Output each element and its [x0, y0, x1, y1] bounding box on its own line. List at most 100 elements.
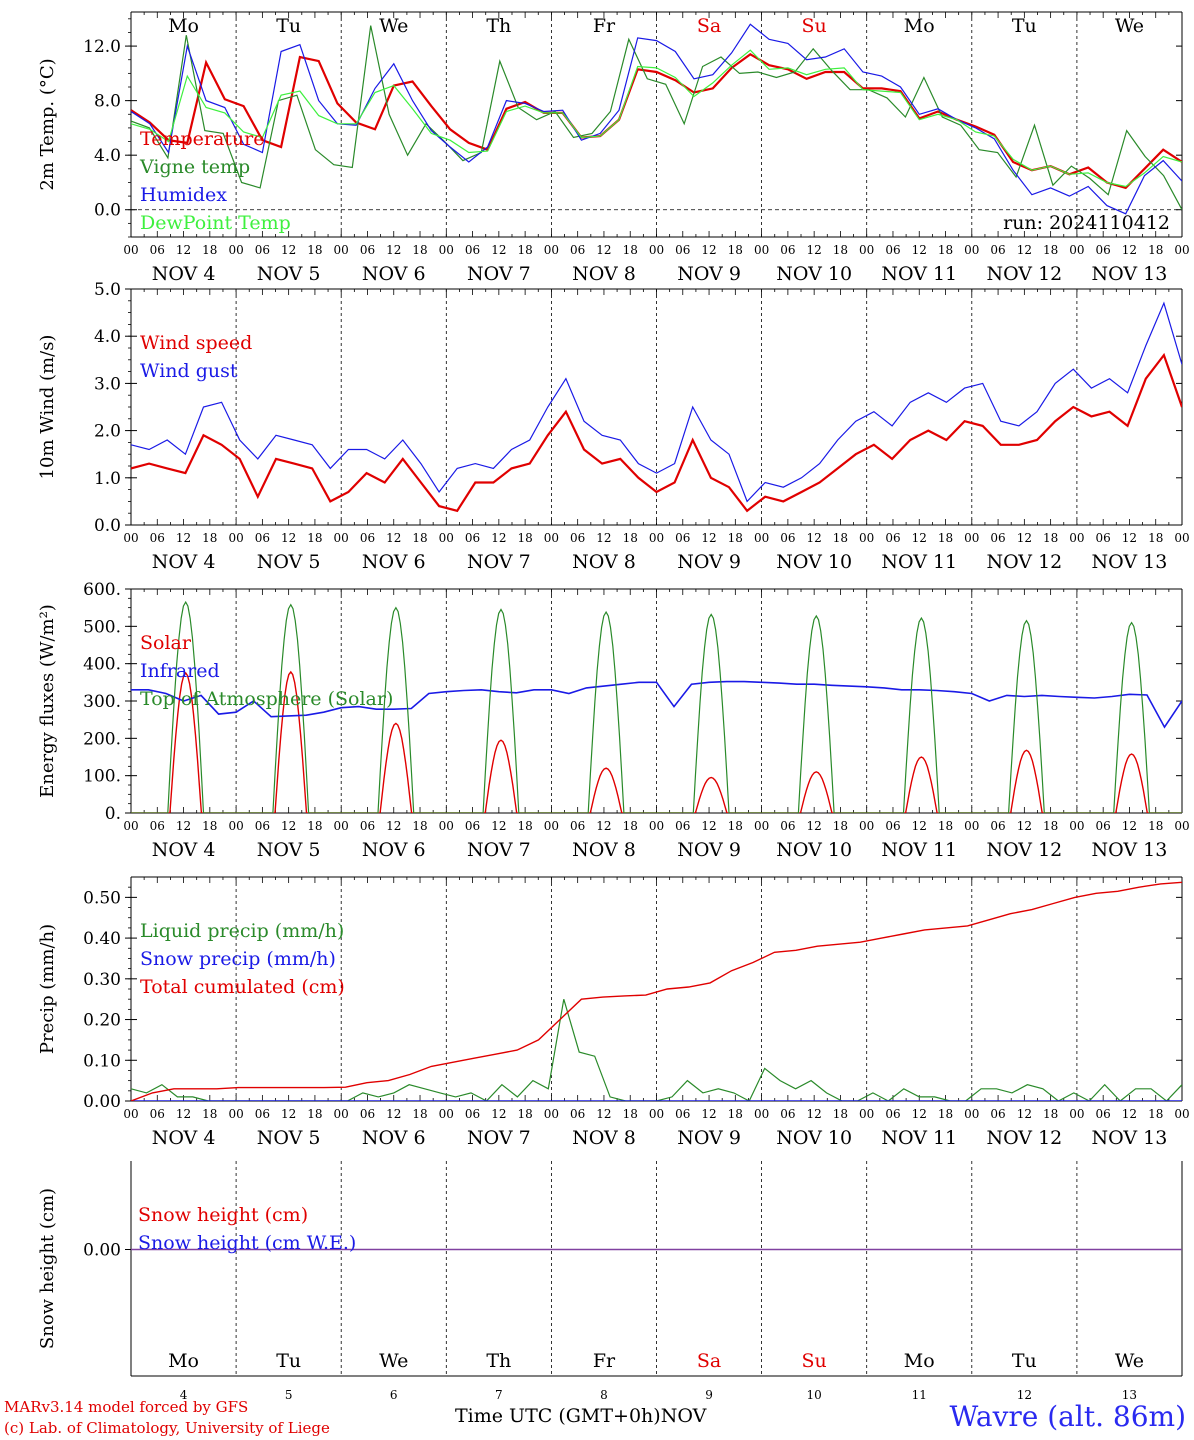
hour-tick-label: 06 [360, 243, 375, 257]
legend-entry: Wind gust [140, 360, 238, 382]
hour-tick-label: 12 [281, 243, 296, 257]
date-tick-label: NOV 13 [1092, 263, 1168, 285]
hour-tick-label: 06 [990, 819, 1005, 833]
hour-tick-label: 00 [123, 819, 138, 833]
day-number-label: 13 [1122, 1388, 1137, 1402]
y-tick-label: 0.40 [83, 929, 121, 949]
hour-tick-label: 18 [1148, 1107, 1163, 1121]
date-tick-label: NOV 13 [1092, 1127, 1168, 1149]
hour-tick-label: 06 [990, 1107, 1005, 1121]
legend-entry: Top of Atmosphere (Solar) [140, 688, 393, 710]
y-tick-label: 300. [83, 692, 121, 712]
x-axis-title-text: Time UTC (GMT+0h) [455, 1405, 661, 1427]
hour-tick-label: 00 [754, 819, 769, 833]
hour-tick-label: 00 [123, 531, 138, 545]
date-tick-label: NOV 7 [467, 1127, 531, 1149]
hour-tick-label: 00 [228, 819, 243, 833]
hour-tick-label: 12 [1017, 1107, 1032, 1121]
date-tick-label: NOV 8 [572, 839, 636, 861]
hour-tick-label: 06 [150, 243, 165, 257]
weekday-label: Fr [593, 15, 616, 37]
day-number-label: 11 [912, 1388, 927, 1402]
x-axis-title: Time UTC (GMT+0h)NOV [455, 1405, 706, 1427]
hour-tick-label: 12 [912, 531, 927, 545]
hour-tick-label: 12 [386, 819, 401, 833]
y-tick-label: 0.0 [94, 201, 121, 221]
y-tick-label: 100. [83, 767, 121, 787]
hour-tick-label: 12 [491, 1107, 506, 1121]
hour-tick-label: 12 [807, 531, 822, 545]
hour-tick-label: 18 [728, 243, 743, 257]
hour-tick-label: 00 [1174, 243, 1189, 257]
hour-tick-label: 00 [1174, 819, 1189, 833]
hour-tick-label: 12 [491, 819, 506, 833]
date-tick-label: NOV 13 [1092, 839, 1168, 861]
hour-tick-label: 12 [176, 819, 191, 833]
date-tick-label: NOV 12 [986, 551, 1062, 573]
date-tick-label: NOV 4 [152, 839, 216, 861]
y-tick-label: 1.0 [94, 469, 121, 489]
hour-tick-label: 00 [1174, 1107, 1189, 1121]
date-tick-label: NOV 6 [362, 1127, 426, 1149]
hour-tick-label: 18 [833, 531, 848, 545]
hour-tick-label: 12 [701, 1107, 716, 1121]
hour-tick-label: 00 [228, 531, 243, 545]
date-tick-label: NOV 12 [986, 263, 1062, 285]
weekday-label: Th [486, 15, 511, 37]
hour-tick-label: 18 [833, 243, 848, 257]
date-tick-label: NOV 10 [776, 263, 852, 285]
hour-tick-label: 00 [544, 243, 559, 257]
date-tick-label: NOV 4 [152, 551, 216, 573]
series-line [131, 52, 1182, 190]
legend-entry: Humidex [140, 184, 227, 206]
hour-tick-label: 00 [1069, 243, 1084, 257]
hour-tick-label: 12 [281, 531, 296, 545]
hour-tick-label: 06 [465, 243, 480, 257]
hour-tick-label: 12 [912, 1107, 927, 1121]
hour-tick-label: 00 [754, 531, 769, 545]
hour-tick-label: 12 [491, 243, 506, 257]
hour-tick-label: 18 [412, 1107, 427, 1121]
y-tick-label: 0.30 [83, 970, 121, 990]
y-tick-label: 0.00 [83, 1092, 121, 1112]
weekday-label: We [1115, 1350, 1144, 1372]
y-tick-label: 0.20 [83, 1011, 121, 1031]
hour-tick-label: 18 [833, 819, 848, 833]
hour-tick-label: 06 [150, 819, 165, 833]
day-number-label: 4 [180, 1388, 188, 1402]
hour-tick-label: 00 [859, 531, 874, 545]
hour-tick-label: 12 [281, 1107, 296, 1121]
hour-tick-label: 06 [150, 531, 165, 545]
hour-tick-label: 06 [675, 531, 690, 545]
hour-tick-label: 00 [649, 243, 664, 257]
hour-tick-label: 06 [255, 1107, 270, 1121]
day-number-label: 12 [1017, 1388, 1032, 1402]
legend-entry: DewPoint Temp [140, 212, 291, 234]
run-annotation: run: 2024110412 [1003, 212, 1170, 234]
date-tick-label: NOV 6 [362, 551, 426, 573]
date-tick-label: NOV 8 [572, 263, 636, 285]
hour-tick-label: 00 [964, 819, 979, 833]
date-tick-label: NOV 9 [677, 263, 741, 285]
weekday-label: Mo [168, 1350, 199, 1372]
hour-tick-label: 12 [701, 531, 716, 545]
hour-tick-label: 06 [885, 1107, 900, 1121]
date-tick-label: NOV 6 [362, 839, 426, 861]
hour-tick-label: 18 [938, 243, 953, 257]
hour-tick-label: 18 [1148, 531, 1163, 545]
weekday-label: Mo [904, 1350, 935, 1372]
legend-entry: Snow height (cm) [138, 1204, 308, 1226]
hour-tick-label: 18 [517, 1107, 532, 1121]
date-tick-label: NOV 13 [1092, 551, 1168, 573]
weekday-label: Tu [1012, 1350, 1037, 1372]
hour-tick-label: 00 [964, 531, 979, 545]
hour-tick-label: 12 [1122, 531, 1137, 545]
date-tick-label: NOV 5 [257, 839, 321, 861]
hour-tick-label: 06 [675, 819, 690, 833]
date-tick-label: NOV 11 [881, 1127, 957, 1149]
hour-tick-label: 00 [544, 1107, 559, 1121]
date-tick-label: NOV 9 [677, 1127, 741, 1149]
y-tick-label: 12.0 [83, 37, 121, 57]
hour-tick-label: 18 [202, 531, 217, 545]
